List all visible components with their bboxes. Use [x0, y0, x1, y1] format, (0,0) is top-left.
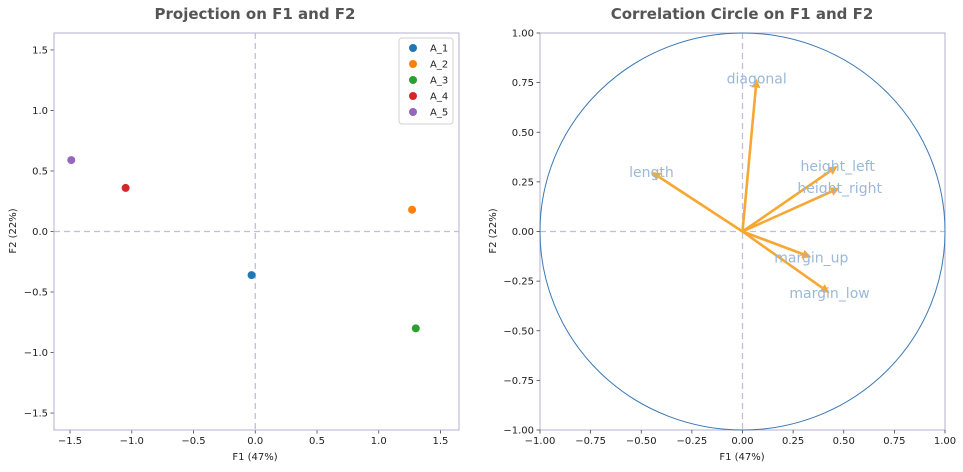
projection-xtick-label: 1.0	[371, 436, 387, 447]
arrow-height_left	[741, 170, 831, 233]
arrowhead-diagonal	[751, 78, 761, 89]
correlation-xtick-label: 0.75	[883, 436, 905, 447]
arrowhead-height_left	[827, 165, 838, 175]
correlation-ylabel: F2 (22%)	[488, 208, 499, 253]
arrowhead-length	[651, 171, 662, 181]
correlation-ytick-label: −1.00	[503, 426, 534, 437]
arrow-margin_low	[741, 230, 823, 289]
correlation-title: Correlation Circle on F1 and F2	[611, 5, 874, 23]
projection-ytick-label: 0.0	[32, 227, 48, 238]
projection-ylabel: F2 (22%)	[8, 208, 19, 253]
correlation-xtick-label: 1.00	[934, 436, 956, 447]
arrowhead-margin_up	[801, 249, 812, 259]
projection-xtick-label: −1.0	[120, 436, 144, 447]
label-height_right: height_right	[797, 181, 882, 197]
projection-xtick-label: −1.5	[58, 436, 82, 447]
arrowhead-height_right	[829, 187, 840, 196]
correlation-xtick-label: 0.50	[833, 436, 855, 447]
arrow-length	[658, 175, 744, 233]
correlation-xlabel: F1 (47%)	[719, 452, 764, 463]
correlation-panel: Correlation Circle on F1 and F2 −1.00 −0.…	[488, 5, 956, 463]
projection-ytick-label: 0.5	[32, 166, 48, 177]
projection-xlabel: F1 (47%)	[232, 452, 277, 463]
projection-legend: A_1 A_2 A_3 A_4 A_5	[398, 37, 454, 125]
correlation-ytick-label: −0.50	[503, 326, 534, 337]
projection-points	[67, 156, 420, 333]
legend-marker-a_1	[409, 44, 417, 52]
legend-marker-a_3	[409, 76, 417, 84]
projection-xtick-label: 0.0	[247, 436, 263, 447]
correlation-ytick-label: −0.75	[503, 376, 534, 387]
point-a_5	[67, 156, 76, 165]
label-margin_low: margin_low	[789, 286, 869, 302]
legend-label-a_3: A_3	[430, 76, 448, 87]
arrow-diagonal	[741, 87, 758, 232]
projection-ytick-label: −1.5	[24, 409, 48, 420]
label-length: length	[629, 165, 674, 181]
label-height_left: height_left	[801, 159, 876, 175]
projection-xtick-label: 0.5	[309, 436, 325, 447]
correlation-ticks: −1.00 −0.75 −0.50 −0.25 0.00 0.25 0.50 0.75 1.00…	[503, 29, 956, 448]
arrowhead-margin_low	[819, 284, 830, 294]
projection-ytick-label: 1.5	[32, 45, 48, 56]
correlation-ytick-label: 0.50	[512, 128, 534, 139]
projection-ytick-label: −0.5	[24, 288, 48, 299]
correlation-xtick-label: −0.25	[677, 436, 708, 447]
projection-ytick-label: −1.0	[24, 348, 48, 359]
legend-marker-a_5	[409, 108, 417, 116]
legend-label-a_2: A_2	[430, 60, 448, 71]
projection-title: Projection on F1 and F2	[155, 5, 356, 23]
projection-plot-area	[53, 32, 460, 431]
correlation-ytick-label: 0.00	[512, 227, 534, 238]
correlation-xtick-label: 0.00	[731, 436, 753, 447]
point-a_2	[408, 205, 417, 214]
legend-marker-a_4	[409, 92, 417, 100]
label-diagonal: diagonal	[727, 72, 787, 88]
correlation-ytick-label: 0.25	[512, 177, 534, 188]
legend-label-a_4: A_4	[430, 92, 448, 103]
correlation-xtick-label: 0.25	[782, 436, 804, 447]
projection-ytick-label: 1.0	[32, 106, 48, 117]
correlation-xtick-label: −0.75	[575, 436, 606, 447]
projection-panel: Projection on F1 and F2 −1.5 −1.0 −0.5 0.0 0…	[8, 5, 460, 463]
projection-xtick-label: −0.5	[181, 436, 205, 447]
projection-ticks: −1.5 −1.0 −0.5 0.0 0.5 1.0 1.5 −1.5 −1.0 −0.5 0.0 0…	[24, 45, 449, 447]
correlation-variable-labels: diagonal length height_left height_rightmar…	[629, 72, 882, 302]
point-a_4	[121, 183, 130, 192]
correlation-xtick-label: −1.00	[525, 436, 556, 447]
correlation-ytick-label: −0.25	[503, 277, 534, 288]
correlation-ytick-label: 1.00	[512, 29, 534, 40]
legend-label-a_1: A_1	[430, 44, 448, 55]
label-margin_up: margin_up	[774, 250, 848, 266]
projection-xtick-label: 1.5	[433, 436, 449, 447]
point-a_1	[247, 271, 256, 280]
arrow-margin_up	[742, 230, 804, 256]
correlation-arrows	[651, 78, 840, 294]
point-a_3	[411, 324, 420, 333]
arrow-height_right	[741, 190, 833, 233]
correlation-ytick-label: 0.75	[512, 78, 534, 89]
legend-box	[398, 37, 454, 125]
legend-marker-a_2	[409, 60, 417, 68]
legend-label-a_5: A_5	[430, 108, 448, 119]
correlation-xtick-label: −0.50	[626, 436, 657, 447]
